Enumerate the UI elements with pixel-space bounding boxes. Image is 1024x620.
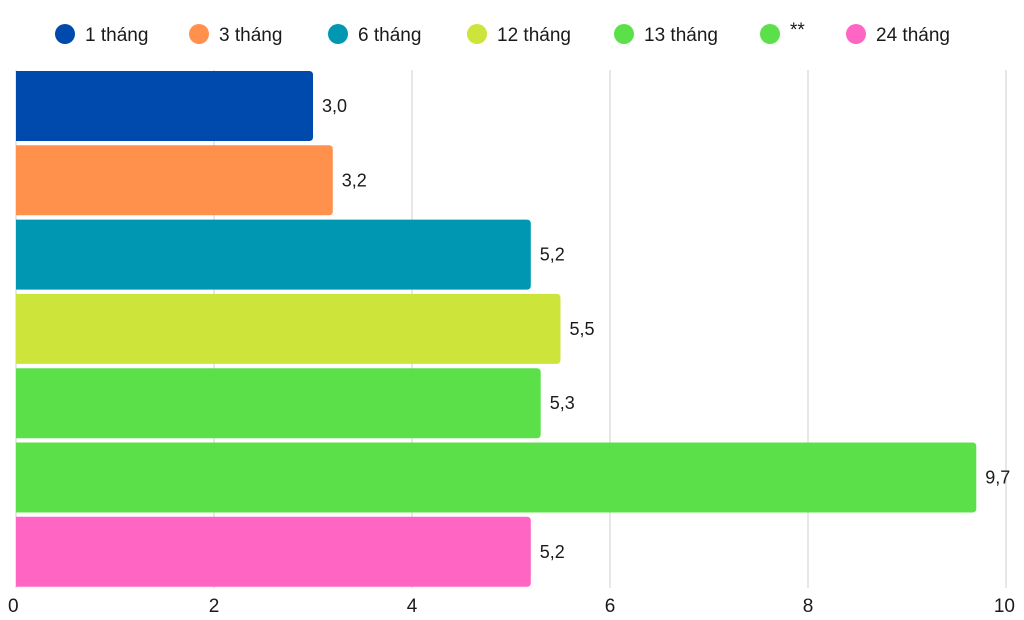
legend-label: 13 tháng bbox=[644, 25, 718, 46]
legend-swatch bbox=[614, 24, 634, 44]
x-tick-label: 6 bbox=[605, 596, 616, 617]
legend-swatch bbox=[846, 24, 866, 44]
bar bbox=[16, 219, 531, 290]
bar-value-label: 5,2 bbox=[540, 542, 565, 562]
legend-swatch bbox=[55, 24, 75, 44]
value-labels: 3,0 3,2 5,2 5,5 5,3 9,7 5,2 bbox=[322, 96, 1010, 562]
legend-swatch bbox=[467, 24, 487, 44]
bar bbox=[16, 293, 561, 364]
bar-value-label: 3,2 bbox=[342, 170, 367, 190]
legend-label: 3 tháng bbox=[219, 25, 282, 46]
legend: 1 tháng 3 tháng 6 tháng 12 tháng 13 tháng ** 2… bbox=[55, 20, 950, 46]
x-axis-ticks: 0 2 4 6 8 10 bbox=[8, 596, 1015, 617]
bar bbox=[16, 145, 333, 216]
legend-swatch bbox=[189, 24, 209, 44]
legend-label: 24 tháng bbox=[876, 25, 950, 46]
bar-value-label: 3,0 bbox=[322, 96, 347, 116]
legend-label: ** bbox=[790, 20, 805, 41]
bar-value-label: 9,7 bbox=[985, 468, 1010, 488]
x-tick-label: 2 bbox=[209, 596, 220, 617]
x-tick-label: 10 bbox=[994, 596, 1015, 617]
legend-swatch bbox=[760, 24, 780, 44]
bar bbox=[16, 368, 541, 439]
x-tick-label: 8 bbox=[803, 596, 814, 617]
bar-value-label: 5,2 bbox=[540, 245, 565, 265]
legend-label: 6 tháng bbox=[358, 25, 421, 46]
bar bbox=[16, 71, 313, 141]
bar bbox=[16, 516, 531, 587]
bar-value-label: 5,3 bbox=[550, 393, 575, 413]
legend-swatch bbox=[328, 24, 348, 44]
bar-value-label: 5,5 bbox=[570, 319, 595, 339]
legend-label: 1 tháng bbox=[85, 25, 148, 46]
bars bbox=[16, 71, 977, 587]
x-tick-label: 4 bbox=[407, 596, 418, 617]
legend-label: 12 tháng bbox=[497, 25, 571, 46]
x-tick-label: 0 bbox=[8, 596, 19, 617]
bar bbox=[16, 442, 977, 513]
